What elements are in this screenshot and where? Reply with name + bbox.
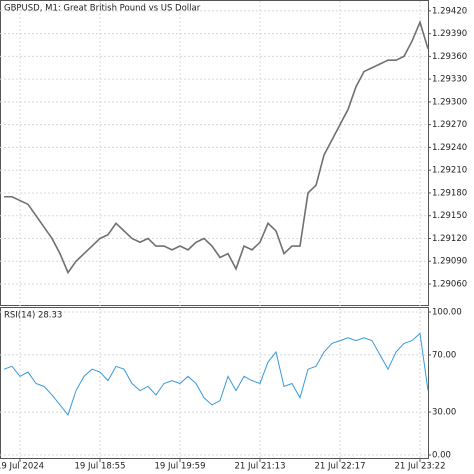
grid (0, 1, 428, 459)
x-tick-label: 21 Jul 23:22 (395, 462, 446, 472)
y-tick-label: 1.29210 (432, 166, 467, 176)
y-tick-label: 1.29390 (432, 29, 467, 39)
chart-title: GBPUSD, M1: Great British Pound vs US Do… (4, 4, 201, 14)
price-panel (0, 0, 429, 306)
y-tick-label: 1.29150 (432, 211, 467, 221)
x-tick-label: 19 Jul 19:59 (155, 462, 206, 472)
x-tick-label: 21 Jul 21:13 (235, 462, 286, 472)
y-tick-label: 1.29360 (432, 52, 467, 62)
y-tick-label: 1.29300 (432, 97, 467, 107)
indicator-title: RSI(14) 28.33 (4, 311, 62, 321)
series-line (3, 332, 429, 416)
y-tick-label: 1.29240 (432, 143, 467, 153)
x-tick-label: 19 Jul 18:55 (75, 462, 126, 472)
y-tick-label: 1.29180 (432, 188, 467, 198)
y-tick-label: 0.00 (432, 451, 451, 461)
y-tick-label: 1.29270 (432, 120, 467, 130)
x-tick-label: 19 Jul 2024 (0, 462, 44, 472)
y-tick-label: 1.29060 (432, 279, 467, 289)
y-tick-label: 1.29330 (432, 75, 467, 85)
y-tick-label: 1.29120 (432, 234, 467, 244)
series-line (4, 19, 429, 275)
y-tick-label: 1.29420 (432, 6, 467, 16)
y-tick-label: 1.29090 (432, 257, 467, 267)
rsi-panel (0, 307, 429, 459)
marks (3, 19, 429, 416)
y-tick-label: 70.00 (432, 350, 456, 360)
x-tick-label: 21 Jul 22:17 (315, 462, 366, 472)
y-tick-label: 30.00 (432, 408, 456, 418)
y-tick-label: 100.00 (432, 308, 462, 318)
